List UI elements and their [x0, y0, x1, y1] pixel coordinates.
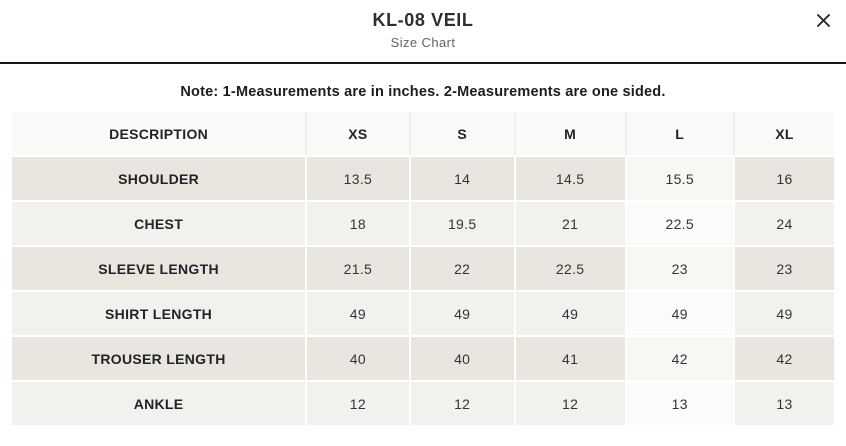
row-label: ANKLE [12, 382, 306, 425]
column-header-m: M [515, 112, 625, 155]
page-subtitle: Size Chart [390, 35, 456, 50]
measurement-cell: 12 [410, 382, 514, 425]
measurement-cell: 22.5 [515, 247, 625, 290]
table-body: SHOULDER 13.5 14 14.5 15.5 16 CHEST 18 19.5 21 22.… [12, 157, 834, 425]
table-row: CHEST 18 19.5 21 22.5 24 [12, 202, 834, 245]
measurement-cell: 49 [410, 292, 514, 335]
row-label: SHOULDER [12, 157, 306, 200]
header-divider [0, 62, 846, 64]
column-header-s: S [410, 112, 514, 155]
size-chart-table: DESCRIPTION XS S M L XL SHOULDER 13.5 14 14.5 15.… [10, 110, 836, 427]
measurement-cell: 49 [626, 292, 733, 335]
measurement-cell: 42 [626, 337, 733, 380]
column-header-description: DESCRIPTION [12, 112, 306, 155]
row-label: CHEST [12, 202, 306, 245]
table-header-row: DESCRIPTION XS S M L XL [12, 112, 834, 155]
modal-header: KL-08 VEIL Size Chart [0, 0, 846, 50]
measurement-cell: 49 [307, 292, 409, 335]
measurement-cell: 15.5 [626, 157, 733, 200]
measurement-cell: 13.5 [307, 157, 409, 200]
measurement-cell: 14.5 [515, 157, 625, 200]
table-row: SHOULDER 13.5 14 14.5 15.5 16 [12, 157, 834, 200]
measurement-cell: 12 [515, 382, 625, 425]
measurement-cell: 12 [307, 382, 409, 425]
close-icon [815, 12, 832, 29]
page-title: KL-08 VEIL [372, 10, 474, 30]
measurement-cell: 42 [734, 337, 834, 380]
measurement-cell: 49 [734, 292, 834, 335]
column-header-xl: XL [734, 112, 834, 155]
measurement-cell: 16 [734, 157, 834, 200]
measurement-cell: 21.5 [307, 247, 409, 290]
measurement-cell: 14 [410, 157, 514, 200]
measurement-cell: 23 [626, 247, 733, 290]
column-header-xs: XS [307, 112, 409, 155]
measurement-cell: 22.5 [626, 202, 733, 245]
measurement-cell: 19.5 [410, 202, 514, 245]
table-row: ANKLE 12 12 12 13 13 [12, 382, 834, 425]
measurement-cell: 18 [307, 202, 409, 245]
measurement-cell: 13 [734, 382, 834, 425]
measurement-cell: 41 [515, 337, 625, 380]
row-label: SLEEVE LENGTH [12, 247, 306, 290]
measurement-cell: 13 [626, 382, 733, 425]
measurement-note: Note: 1-Measurements are in inches. 2-Me… [180, 84, 666, 100]
table-row: SHIRT LENGTH 49 49 49 49 49 [12, 292, 834, 335]
measurement-cell: 21 [515, 202, 625, 245]
column-header-l: L [626, 112, 733, 155]
close-button[interactable] [810, 7, 836, 33]
table-row: TROUSER LENGTH 40 40 41 42 42 [12, 337, 834, 380]
measurement-cell: 22 [410, 247, 514, 290]
measurement-cell: 49 [515, 292, 625, 335]
table-row: SLEEVE LENGTH 21.5 22 22.5 23 23 [12, 247, 834, 290]
measurement-cell: 24 [734, 202, 834, 245]
measurement-cell: 23 [734, 247, 834, 290]
measurement-cell: 40 [307, 337, 409, 380]
measurement-cell: 40 [410, 337, 514, 380]
row-label: TROUSER LENGTH [12, 337, 306, 380]
row-label: SHIRT LENGTH [12, 292, 306, 335]
